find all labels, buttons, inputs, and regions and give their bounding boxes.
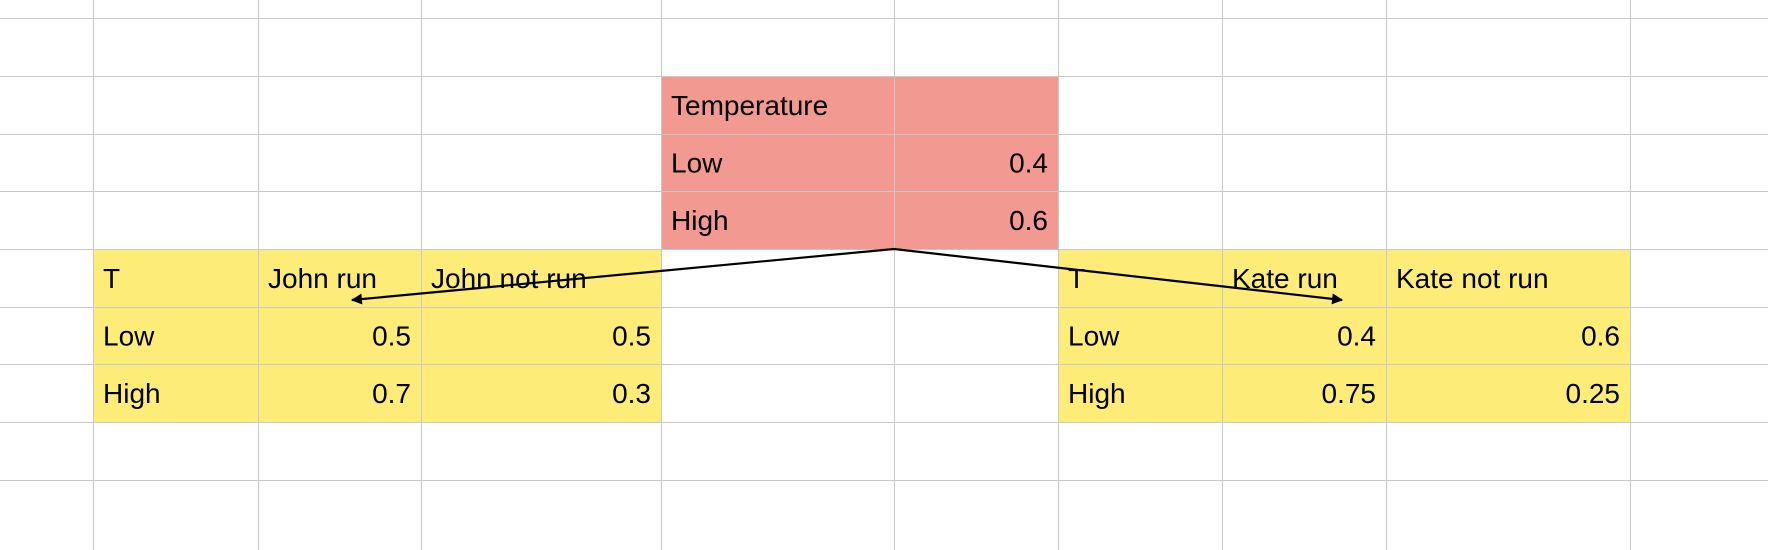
table-kate-cell-r1-c2: 0.6: [1581, 321, 1620, 352]
table-temperature-fill: [661, 76, 1058, 249]
table-temperature-cell-r1-c0: Low: [671, 148, 723, 179]
table-john-cell-r1-c2: 0.5: [612, 321, 651, 352]
table-kate-cell-r0-c0: T: [1068, 263, 1085, 294]
table-john-cell-r1-c0: Low: [103, 321, 155, 352]
table-john-cell-r2-c0: High: [103, 378, 161, 409]
table-kate-cell-r1-c0: Low: [1068, 321, 1120, 352]
table-kate-cell-r0-c2: Kate not run: [1396, 263, 1549, 294]
table-temperature-cell-r2-c1: 0.6: [1009, 205, 1048, 236]
edge-temperature-to-john: [350, 247, 895, 305]
table-john-cell-r2-c1: 0.7: [372, 378, 411, 409]
table-temperature-cell-r2-c0: High: [671, 205, 729, 236]
table-kate-cell-r1-c1: 0.4: [1337, 321, 1376, 352]
table-kate-cell-r2-c2: 0.25: [1566, 378, 1621, 409]
table-john-cell-r1-c1: 0.5: [372, 321, 411, 352]
table-kate-cell-r2-c1: 0.75: [1322, 378, 1377, 409]
table-john-cell-r0-c0: T: [103, 263, 120, 294]
table-john-cell-r0-c2: John not run: [431, 263, 587, 294]
table-temperature-cell-r1-c1: 0.4: [1009, 148, 1048, 179]
table-john-fill: [93, 249, 661, 422]
table-kate-cell-r2-c0: High: [1068, 378, 1126, 409]
table-john-cell-r0-c1: John run: [268, 263, 377, 294]
table-temperature-cell-r0-c0: Temperature: [671, 90, 828, 121]
edge-temperature-to-kate: [893, 247, 1344, 305]
table-john-cell-r2-c2: 0.3: [612, 378, 651, 409]
